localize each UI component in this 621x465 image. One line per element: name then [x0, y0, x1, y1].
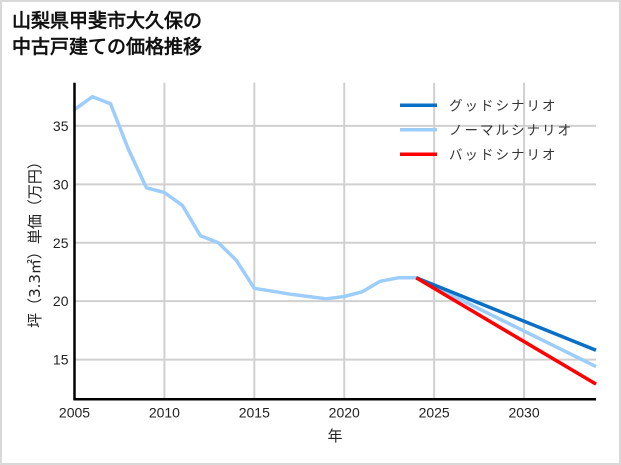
y-tick-label: 35 [53, 118, 69, 134]
x-tick-label: 2005 [59, 404, 90, 420]
series-line [415, 276, 597, 386]
chart-title-line-2: 中古戸建ての価格推移 [12, 36, 203, 58]
x-tick-label: 2015 [239, 404, 270, 420]
x-tick-label: 2010 [149, 404, 180, 420]
y-tick-label: 20 [53, 293, 69, 309]
chart-title-line-1: 山梨県甲斐市大久保の [12, 10, 203, 32]
grid-lines [73, 82, 596, 400]
y-tick-label: 15 [53, 352, 69, 368]
y-tick-label: 30 [53, 176, 69, 192]
chart-title: 山梨県甲斐市大久保の 中古戸建ての価格推移 [12, 8, 202, 60]
y-axis-label: 坪（3.3㎡）単価（万円） [26, 154, 44, 328]
x-tick-label: 2025 [419, 404, 450, 420]
legend-label: バッドシナリオ [449, 147, 558, 163]
series-line [415, 276, 597, 352]
y-tick-label: 25 [53, 235, 69, 251]
data-series [73, 94, 597, 386]
series-line [73, 94, 597, 369]
legend-label: ノーマルシナリオ [449, 123, 573, 139]
legend-label: グッドシナリオ [449, 98, 558, 114]
x-axis-label: 年 [327, 427, 342, 445]
x-tick-label: 2030 [508, 404, 539, 420]
axes [73, 82, 596, 401]
x-tick-label: 2020 [329, 404, 360, 420]
